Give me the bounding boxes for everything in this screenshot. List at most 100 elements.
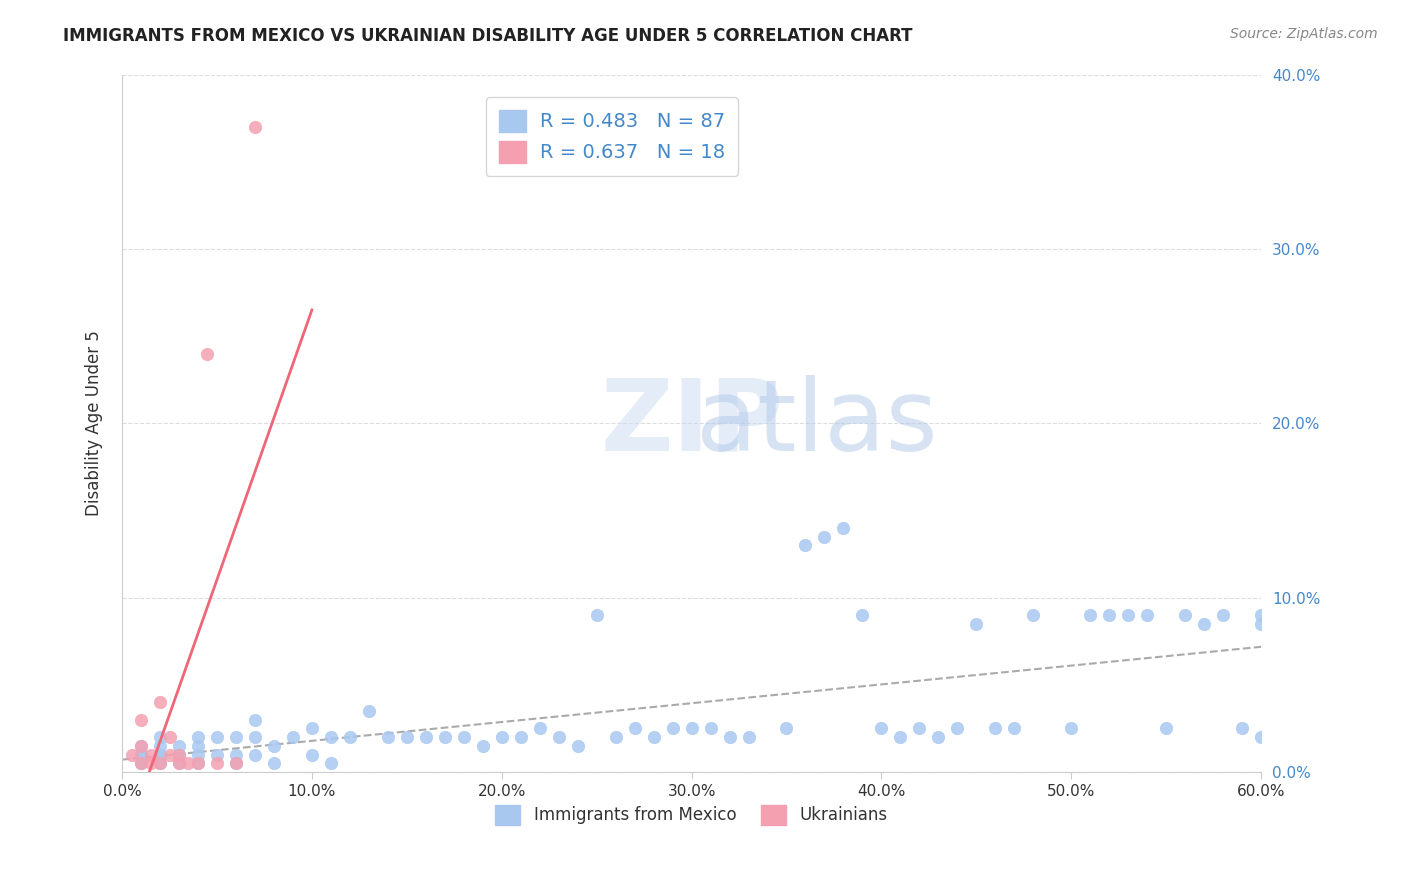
Point: [167, 756, 190, 771]
Point: [177, 756, 200, 771]
Point: [319, 730, 342, 744]
Point: [159, 747, 181, 762]
Point: [139, 756, 162, 771]
Point: [149, 756, 172, 771]
Point: [1192, 616, 1215, 631]
Point: [149, 747, 172, 762]
Point: [1250, 616, 1272, 631]
Point: [301, 722, 323, 736]
Point: [1288, 616, 1310, 631]
Point: [395, 730, 418, 744]
Point: [263, 756, 285, 771]
Point: [946, 722, 969, 736]
Point: [301, 747, 323, 762]
Point: [167, 747, 190, 762]
Point: [661, 722, 683, 736]
Point: [1174, 608, 1197, 623]
Text: ZIP: ZIP: [600, 375, 783, 472]
Point: [129, 713, 152, 727]
Point: [167, 756, 190, 771]
Point: [187, 756, 209, 771]
Point: [1116, 608, 1139, 623]
Point: [1098, 608, 1121, 623]
Point: [1154, 722, 1177, 736]
Point: [205, 747, 228, 762]
Point: [509, 730, 531, 744]
Point: [889, 730, 911, 744]
Point: [1136, 608, 1159, 623]
Point: [415, 730, 437, 744]
Point: [471, 739, 494, 753]
Point: [984, 722, 1007, 736]
Point: [225, 756, 247, 771]
Point: [149, 739, 172, 753]
Point: [453, 730, 475, 744]
Point: [813, 530, 835, 544]
Point: [491, 730, 513, 744]
Point: [129, 739, 152, 753]
Point: [243, 730, 266, 744]
Point: [167, 747, 190, 762]
Point: [1306, 608, 1329, 623]
Point: [832, 521, 855, 535]
Point: [643, 730, 665, 744]
Point: [225, 756, 247, 771]
Point: [159, 730, 181, 744]
Point: [281, 730, 304, 744]
Point: [197, 346, 219, 360]
Point: [243, 747, 266, 762]
Point: [1212, 608, 1234, 623]
Point: [585, 608, 607, 623]
Point: [129, 747, 152, 762]
Point: [149, 756, 172, 771]
Point: [1078, 608, 1101, 623]
Point: [529, 722, 551, 736]
Point: [433, 730, 456, 744]
Point: [870, 722, 893, 736]
Point: [908, 722, 931, 736]
Point: [699, 722, 721, 736]
Point: [605, 730, 627, 744]
Point: [927, 730, 949, 744]
Point: [1250, 608, 1272, 623]
Point: [205, 756, 228, 771]
Point: [377, 730, 399, 744]
Point: [149, 730, 172, 744]
Point: [1230, 722, 1253, 736]
Legend: Immigrants from Mexico, Ukrainians: Immigrants from Mexico, Ukrainians: [486, 797, 896, 833]
Point: [149, 756, 172, 771]
Point: [129, 739, 152, 753]
Text: IMMIGRANTS FROM MEXICO VS UKRAINIAN DISABILITY AGE UNDER 5 CORRELATION CHART: IMMIGRANTS FROM MEXICO VS UKRAINIAN DISA…: [63, 27, 912, 45]
Point: [794, 538, 817, 552]
Point: [187, 730, 209, 744]
Text: Source: ZipAtlas.com: Source: ZipAtlas.com: [1230, 27, 1378, 41]
Point: [263, 739, 285, 753]
Point: [129, 756, 152, 771]
Point: [129, 756, 152, 771]
Point: [243, 713, 266, 727]
Text: atlas: atlas: [696, 375, 938, 472]
Point: [225, 747, 247, 762]
Point: [965, 616, 987, 631]
Point: [339, 730, 361, 744]
Point: [357, 704, 380, 718]
Point: [149, 747, 172, 762]
Point: [1268, 608, 1291, 623]
Point: [225, 730, 247, 744]
Point: [187, 756, 209, 771]
Point: [319, 756, 342, 771]
Point: [187, 747, 209, 762]
Point: [121, 747, 143, 762]
Point: [681, 722, 703, 736]
Point: [129, 747, 152, 762]
Point: [567, 739, 589, 753]
Y-axis label: Disability Age Under 5: Disability Age Under 5: [86, 330, 103, 516]
Point: [1326, 730, 1348, 744]
Point: [547, 730, 569, 744]
Point: [129, 756, 152, 771]
Point: [187, 739, 209, 753]
Point: [1250, 730, 1272, 744]
Point: [243, 120, 266, 134]
Point: [139, 747, 162, 762]
Point: [775, 722, 797, 736]
